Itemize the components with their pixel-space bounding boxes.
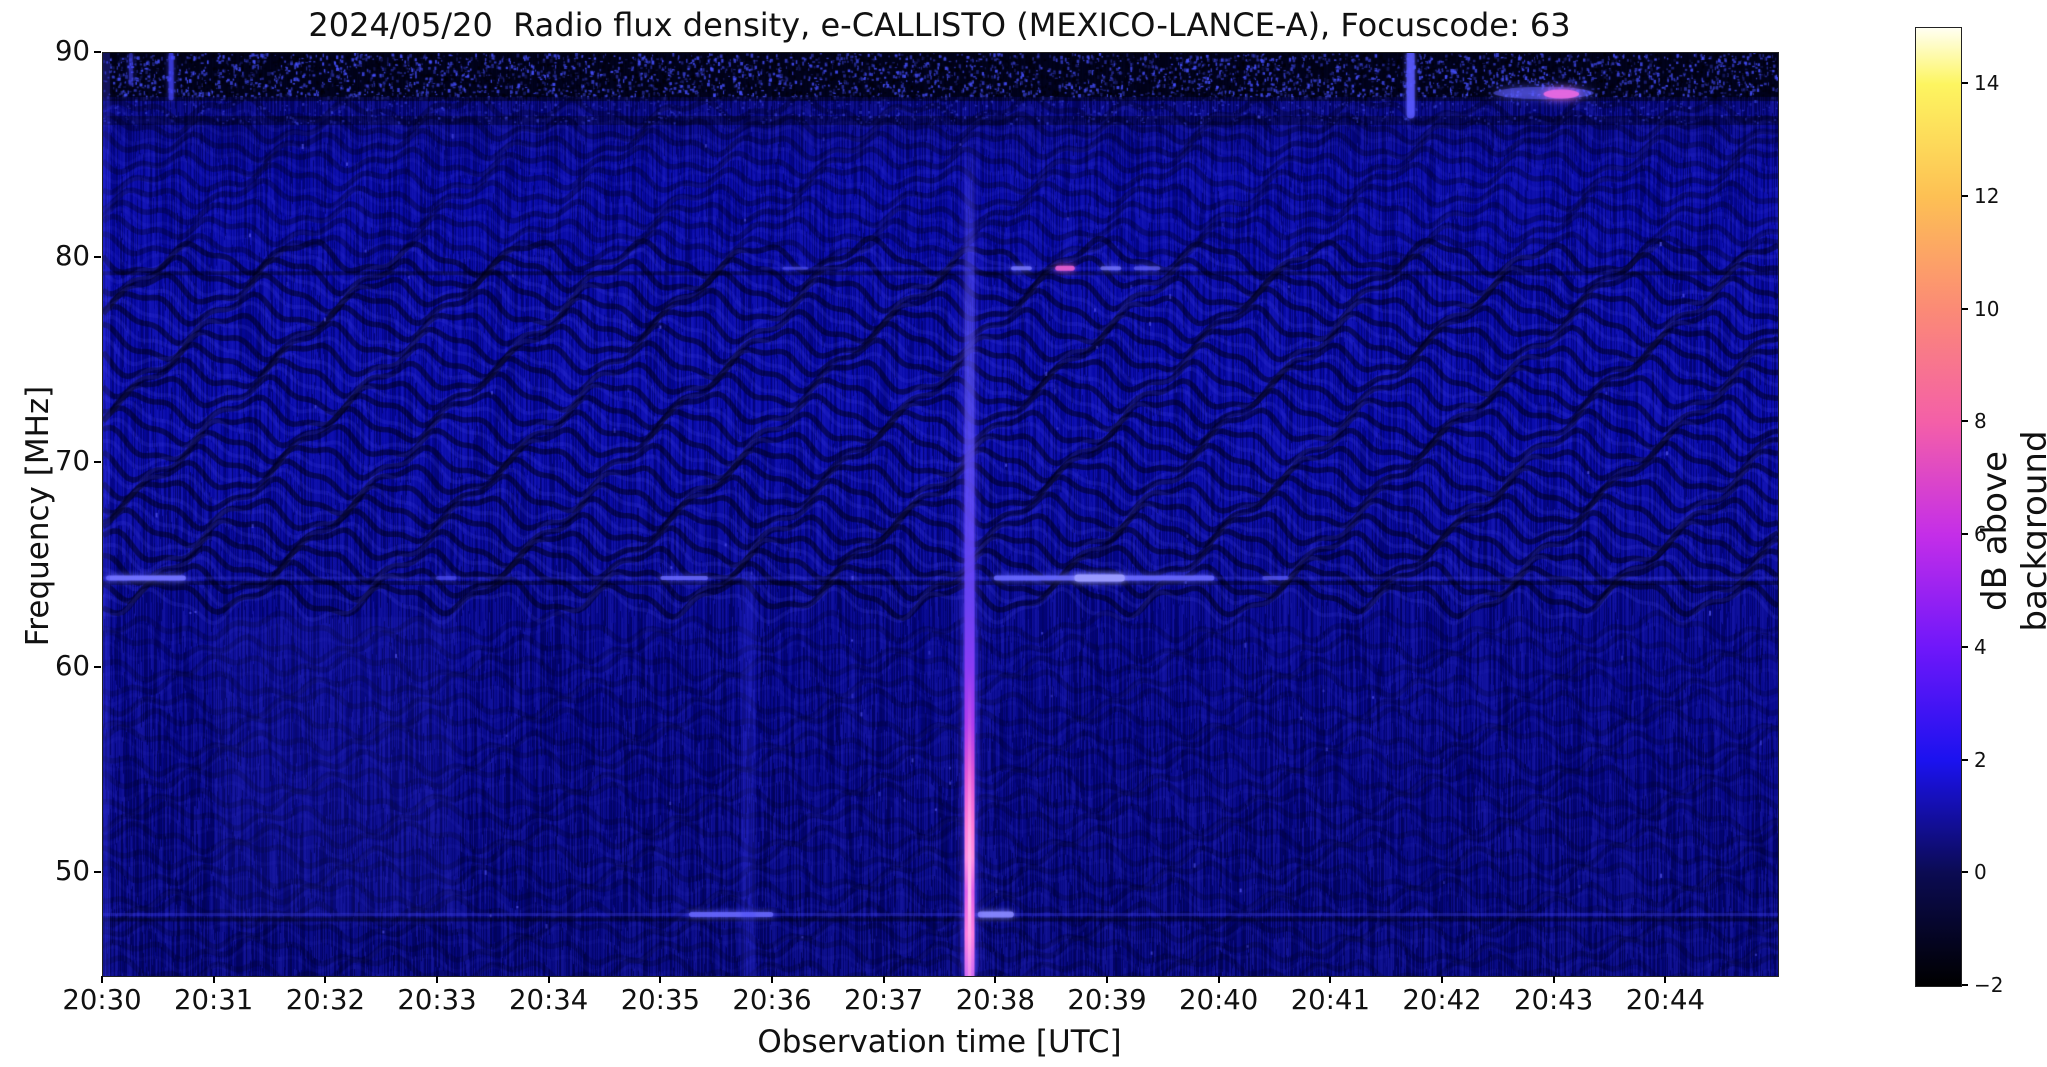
y-tick-label: 90 xyxy=(55,35,90,67)
y-tick-mark xyxy=(94,51,101,53)
y-tick-label: 70 xyxy=(55,445,90,478)
x-tick-mark xyxy=(436,976,438,983)
x-tick-mark xyxy=(1329,976,1332,983)
y-tick-mark xyxy=(94,871,101,874)
y-axis-label: Frequency [MHz] xyxy=(20,385,56,647)
x-tick-label: 20:32 xyxy=(285,984,365,1016)
x-tick-mark xyxy=(882,976,885,983)
colorbar-tick-mark xyxy=(1961,984,1968,986)
y-tick-label: 50 xyxy=(55,855,90,888)
colorbar-tick-label: 8 xyxy=(1974,409,1987,434)
colorbar-tick-label: 6 xyxy=(1974,522,1987,547)
plot-area xyxy=(102,52,1779,977)
colorbar-tick-label: −2 xyxy=(1974,973,2004,997)
x-tick-label: 20:31 xyxy=(174,984,254,1016)
x-tick-label: 20:30 xyxy=(62,984,142,1016)
x-tick-label: 20:33 xyxy=(397,984,477,1016)
x-tick-mark xyxy=(1552,976,1555,983)
x-tick-mark xyxy=(1106,976,1108,983)
colorbar-tick-mark xyxy=(1961,533,1968,536)
colorbar-tick-mark xyxy=(1961,82,1968,85)
x-tick-mark xyxy=(1441,976,1443,983)
x-tick-mark xyxy=(324,976,327,983)
x-tick-label: 20:42 xyxy=(1402,984,1482,1016)
colorbar-tick-label: 4 xyxy=(1974,634,1987,659)
x-tick-label: 20:34 xyxy=(509,984,589,1016)
x-tick-label: 20:36 xyxy=(732,984,812,1016)
colorbar-label: dB above background xyxy=(1975,430,2047,632)
colorbar-tick-label: 10 xyxy=(1974,296,2000,321)
x-tick-mark xyxy=(1664,976,1667,983)
y-tick-mark xyxy=(94,666,101,669)
x-tick-label: 20:41 xyxy=(1290,984,1370,1016)
colorbar-tick-mark xyxy=(1961,758,1968,761)
x-tick-mark xyxy=(547,976,550,983)
colorbar xyxy=(1915,27,1962,987)
spectrogram-canvas xyxy=(103,53,1778,976)
colorbar-tick-mark xyxy=(1961,420,1968,423)
x-tick-label: 20:35 xyxy=(620,984,700,1016)
x-tick-label: 20:44 xyxy=(1625,984,1705,1016)
colorbar-tick-label: 2 xyxy=(1974,747,1987,772)
x-tick-label: 20:37 xyxy=(844,984,924,1016)
x-tick-mark xyxy=(101,976,103,983)
y-tick-label: 60 xyxy=(55,650,90,683)
y-tick-mark xyxy=(94,461,101,464)
colorbar-tick-mark xyxy=(1961,307,1968,310)
x-tick-mark xyxy=(994,976,997,983)
x-tick-label: 20:43 xyxy=(1514,984,1594,1016)
x-tick-mark xyxy=(771,976,773,983)
x-tick-label: 20:40 xyxy=(1179,984,1259,1016)
x-tick-label: 20:38 xyxy=(955,984,1035,1016)
colorbar-tick-label: 14 xyxy=(1974,71,2000,96)
x-tick-mark xyxy=(212,976,215,983)
colorbar-tick-label: 0 xyxy=(1974,860,1987,885)
colorbar-tick-mark xyxy=(1961,645,1968,648)
colorbar-tick-label: 12 xyxy=(1974,184,2000,209)
x-tick-mark xyxy=(659,976,662,983)
x-tick-label: 20:39 xyxy=(1067,984,1147,1016)
y-tick-mark xyxy=(94,256,101,259)
colorbar-tick-mark xyxy=(1961,195,1968,198)
x-tick-mark xyxy=(1217,976,1220,983)
y-tick-label: 80 xyxy=(55,240,90,273)
x-axis-label: Observation time [UTC] xyxy=(757,1024,1122,1060)
colorbar-tick-mark xyxy=(1961,871,1968,874)
chart-title: 2024/05/20 Radio flux density, e-CALLIST… xyxy=(308,6,1571,44)
